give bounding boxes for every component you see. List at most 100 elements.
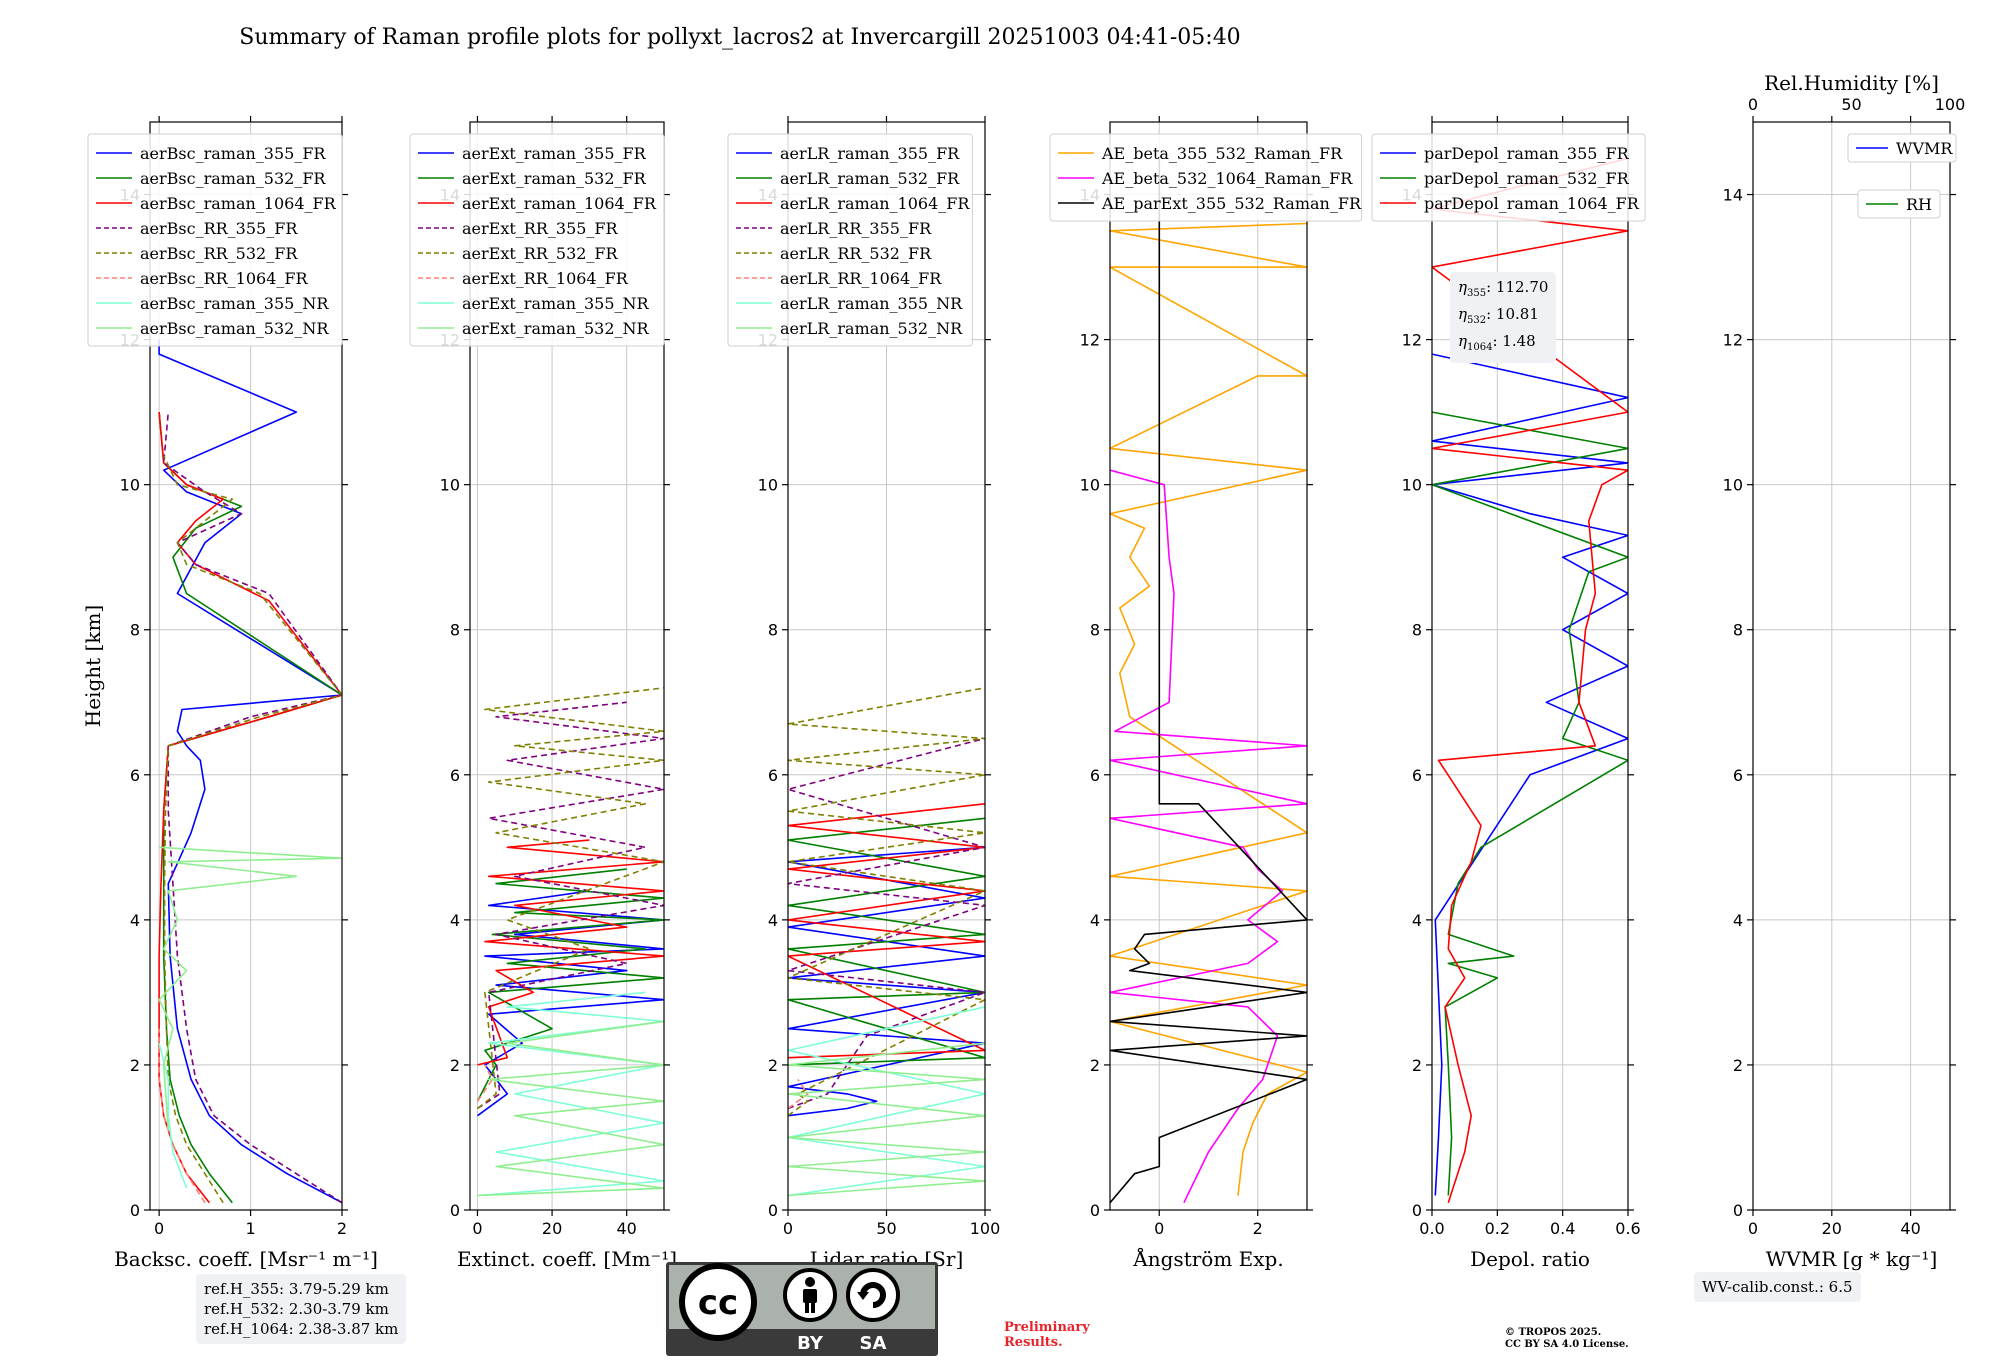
y-tick-label: 0 (1412, 1201, 1422, 1220)
x-tick-label: 20 (542, 1219, 562, 1238)
copyright-note: © TROPOS 2025. CC BY SA 4.0 License. (1505, 1327, 1725, 1351)
eta-355: η355: 112.70 (1458, 277, 1548, 304)
legend-box (727, 133, 973, 347)
legend-label: aerBsc_RR_532_FR (140, 244, 298, 263)
series-aerLR_raman_1064_FR (788, 803, 985, 1059)
x-tick-label: 100 (970, 1219, 1001, 1238)
axes-frame (469, 121, 665, 1211)
legend-box (1847, 133, 1957, 163)
series-parDepol_raman_1064_FR (1432, 157, 1628, 1203)
eta-sub: 355 (1467, 288, 1487, 299)
legend-label: aerExt_RR_355_FR (462, 219, 619, 238)
y-tick-label: 6 (768, 766, 778, 785)
y-tick-label: 4 (1733, 911, 1743, 930)
series-aerLR_raman_532_NR (788, 1042, 985, 1197)
y-tick-label: 4 (768, 911, 778, 930)
results-line: Results. (1004, 1335, 1063, 1350)
eta-sub: 532 (1467, 315, 1487, 326)
series-parDepol_raman_355_FR (1432, 353, 1628, 1196)
x-tick-label: 50 (876, 1219, 896, 1238)
series-AE_parExt_355_532_Raman_FR (1110, 158, 1307, 1204)
legend-box (409, 133, 665, 347)
legend-label: aerLR_raman_1064_FR (780, 194, 970, 213)
x-tick-label: 0 (1154, 1219, 1164, 1238)
panel-extinction: 0204002468101214Extinct. coeff. [Mm⁻¹]ae… (409, 116, 677, 1271)
x-tick-label: 2 (337, 1219, 347, 1238)
axes-frame (149, 121, 343, 1211)
y-tick-label: 10 (1080, 476, 1100, 495)
legend-label: aerBsc_raman_532_FR (140, 169, 326, 188)
preliminary-line: Preliminary (1004, 1320, 1090, 1335)
y-tick-label: 8 (768, 621, 778, 640)
legend-label: aerLR_RR_355_FR (780, 219, 932, 238)
eta-symbol: η (1458, 305, 1467, 323)
x-axis-label: Extinct. coeff. [Mm⁻¹] (457, 1247, 677, 1271)
wv-calibration-box: WV-calib.const.: 6.5 (1694, 1272, 1861, 1302)
y-tick-label: 0 (1733, 1201, 1743, 1220)
panel-depol: 0.00.20.40.602468101214Depol. ratioparDe… (1371, 116, 1646, 1271)
ref-h-1064: ref.H_1064: 2.38-3.87 km (204, 1320, 399, 1338)
x-tick-label: 0.0 (1419, 1219, 1444, 1238)
series-aerExt_RR_532_FR (477, 687, 664, 1110)
ref-h-532: ref.H_532: 2.30-3.79 km (204, 1300, 389, 1318)
legend-label: AE_beta_355_532_Raman_FR (1101, 144, 1343, 163)
x-tick-label: 0 (783, 1219, 793, 1238)
eta-value: : 10.81 (1486, 305, 1539, 323)
legend-label: aerExt_raman_1064_FR (462, 194, 657, 213)
eta-symbol: η (1458, 278, 1467, 296)
legend-label: aerExt_raman_355_NR (462, 294, 650, 313)
x-axis-label: Ångström Exp. (1132, 1246, 1283, 1271)
legend-label: parDepol_raman_532_FR (1424, 169, 1630, 188)
x-tick-label: 0 (154, 1219, 164, 1238)
cc-circle (679, 1263, 757, 1341)
legend-label: aerBsc_raman_355_FR (140, 144, 326, 163)
series-aerBsc_raman_532_NR (158, 846, 342, 1131)
axes-frame (1752, 121, 1951, 1211)
wv-calib-const: WV-calib.const.: 6.5 (1702, 1278, 1853, 1296)
y-tick-label: 8 (450, 621, 460, 640)
x-tick-label: 0 (1748, 1219, 1758, 1238)
y-tick-label: 2 (1733, 1056, 1743, 1075)
axes-frame (1431, 121, 1629, 1211)
series-aerBsc_RR_532_FR (162, 455, 342, 1204)
legend-label: AE_parExt_355_532_Raman_FR (1101, 194, 1362, 213)
y-tick-label: 4 (450, 911, 460, 930)
copyright-line: © TROPOS 2025. (1505, 1327, 1602, 1338)
panel-angstrom: 0202468101214Ångström Exp.AE_beta_355_53… (1049, 116, 1363, 1271)
panels: 01202468101214Backsc. coeff. [Msr⁻¹ m⁻¹]… (81, 71, 1965, 1271)
legend-label: WVMR (1896, 139, 1953, 158)
panel-backscatter: 01202468101214Backsc. coeff. [Msr⁻¹ m⁻¹]… (81, 116, 378, 1271)
legend-label: aerExt_raman_355_FR (462, 144, 647, 163)
series-aerExt_raman_532_NR (477, 1020, 664, 1197)
legend-label: RH (1906, 195, 1932, 214)
y-tick-label: 0 (768, 1201, 778, 1220)
series-aerBsc_RR_355_FR (162, 412, 342, 1204)
series-aerLR_raman_355_NR (788, 1006, 985, 1197)
legend-label: aerLR_RR_532_FR (780, 244, 932, 263)
top-tick-label: 100 (1935, 95, 1966, 114)
y-tick-label: 10 (1402, 476, 1422, 495)
series-aerBsc_raman_355_NR (158, 1043, 188, 1189)
by-label: BY (797, 1333, 824, 1354)
legend-label: aerLR_raman_532_NR (780, 319, 963, 338)
y-tick-label: 8 (1090, 621, 1100, 640)
y-tick-label: 6 (1090, 766, 1100, 785)
y-tick-label: 4 (1090, 911, 1100, 930)
legend-label: aerLR_raman_355_NR (780, 294, 963, 313)
y-tick-label: 10 (440, 476, 460, 495)
y-tick-label: 12 (1402, 331, 1422, 350)
license-line: CC BY SA 4.0 License. (1505, 1339, 1629, 1350)
series-aerLR_RR_355_FR (788, 737, 985, 1110)
y-tick-label: 10 (1723, 476, 1743, 495)
legend-label: aerBsc_raman_1064_FR (140, 194, 337, 213)
x-tick-label: 0.4 (1550, 1219, 1575, 1238)
y-tick-label: 2 (768, 1056, 778, 1075)
ref-h-355: ref.H_355: 3.79-5.29 km (204, 1280, 389, 1298)
x-tick-label: 2 (1253, 1219, 1263, 1238)
y-tick-label: 0 (1090, 1201, 1100, 1220)
figure-title: Summary of Raman profile plots for polly… (239, 25, 1240, 50)
y-tick-label: 10 (758, 476, 778, 495)
series-aerExt_RR_355_FR (477, 701, 664, 1110)
cc-by-sa-logo: cc BY SA (666, 1262, 938, 1356)
legend-label: aerBsc_RR_1064_FR (140, 269, 309, 288)
